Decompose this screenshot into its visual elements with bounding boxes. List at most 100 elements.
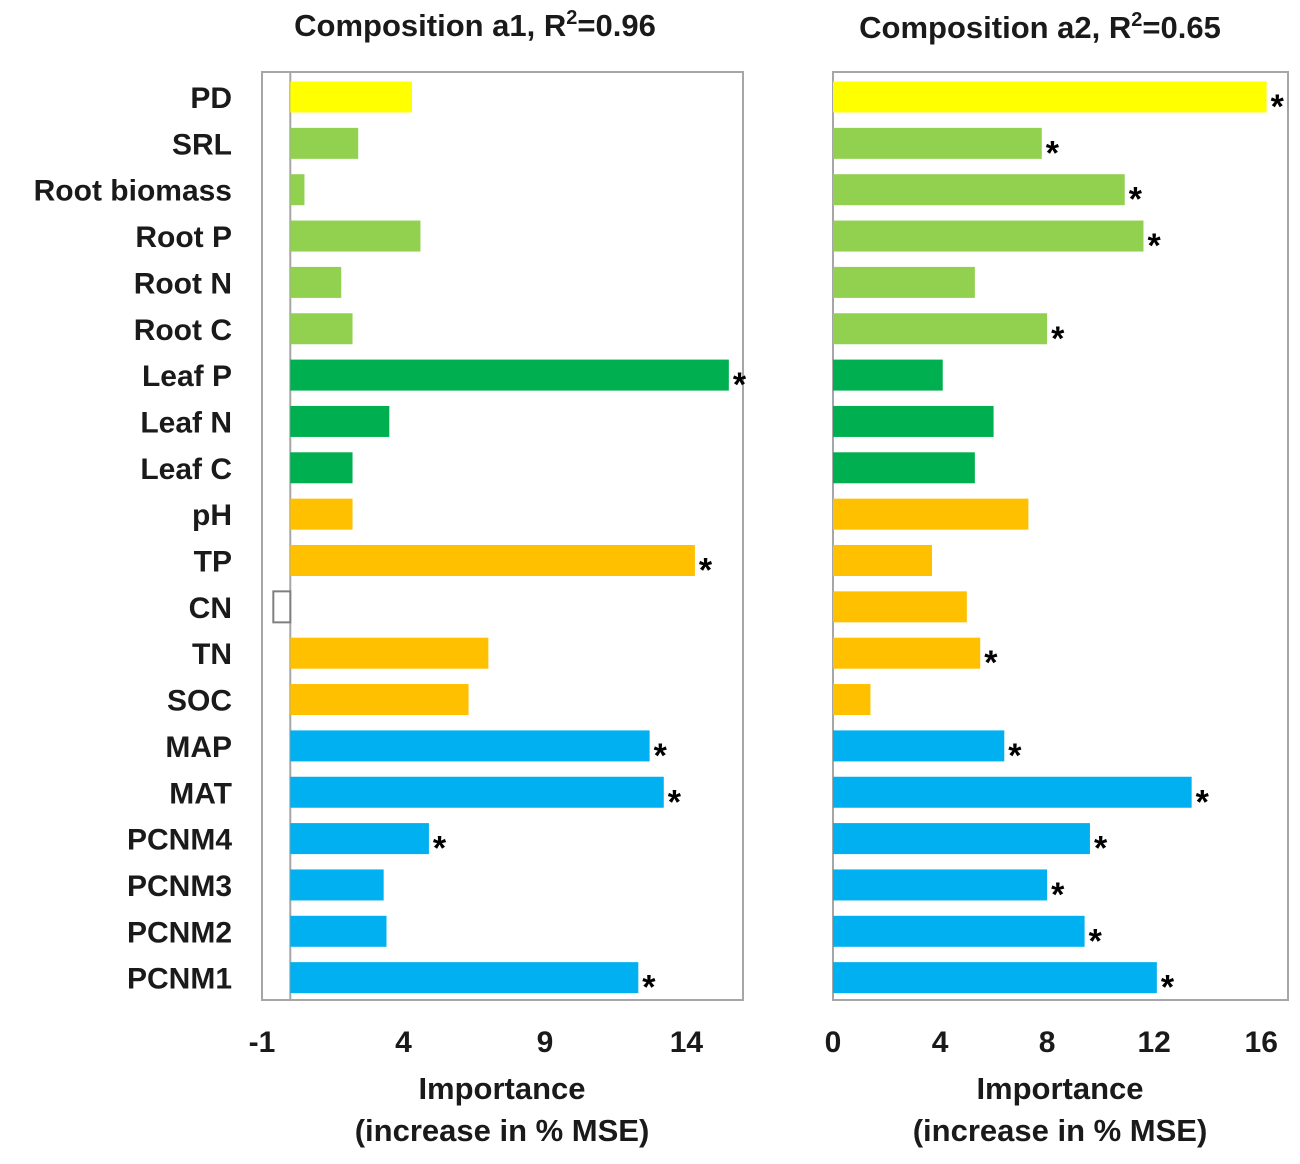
bar-map [290, 730, 650, 762]
panel-a2-title: Composition a2, R2=0.65 [859, 9, 1221, 45]
category-label-root-n: Root N [134, 267, 232, 300]
bar-map [833, 730, 1005, 762]
category-label-leaf-n: Leaf N [140, 406, 232, 439]
significance-star-root-biomass: * [1129, 181, 1143, 219]
category-label-map: MAP [165, 731, 232, 764]
category-label-srl: SRL [172, 128, 232, 161]
x-tick-label: 8 [1039, 1026, 1056, 1059]
category-label-pcnm4: PCNM4 [127, 824, 232, 857]
panel-a2-xlabel-line1: Importance [976, 1071, 1143, 1106]
bar-srl [290, 127, 359, 159]
panel-a1-xlabel-line2: (increase in % MSE) [355, 1113, 650, 1148]
bar-pd [833, 81, 1267, 113]
significance-star-leaf-p: * [733, 366, 747, 404]
significance-star-tn: * [984, 644, 998, 682]
bar-ph [290, 498, 353, 530]
x-tick-label: 4 [932, 1026, 949, 1059]
bar-pcnm2 [290, 915, 387, 947]
bar-tn [833, 637, 981, 669]
panel-a1-plot-frame [261, 71, 744, 1001]
bar-leaf-n [290, 405, 390, 437]
significance-star-srl: * [1046, 134, 1060, 172]
bar-srl [833, 127, 1042, 159]
x-tick-label: 9 [537, 1026, 554, 1059]
panel-a1-bars: ****** [272, 72, 747, 1007]
x-tick-label: 12 [1137, 1026, 1170, 1059]
bar-ph [833, 498, 1029, 530]
panel-a1-x-ticks: -1 4 9 14 [249, 1026, 704, 1059]
panel-a1: Composition a1, R2=0.96 PD SRL Root biomas… [34, 7, 747, 1148]
bar-pcnm4 [290, 823, 429, 855]
category-label-root-p: Root P [135, 221, 232, 254]
bar-mat [833, 776, 1192, 808]
x-tick-label: 4 [395, 1026, 412, 1059]
category-label-leaf-c: Leaf C [140, 453, 232, 486]
significance-star-pd: * [1271, 88, 1285, 126]
significance-star-map: * [654, 737, 668, 775]
panel-a2-xlabel-line2: (increase in % MSE) [913, 1113, 1208, 1148]
category-label-pcnm3: PCNM3 [127, 870, 232, 903]
significance-star-pcnm1: * [1161, 969, 1175, 1007]
bar-root-p [290, 220, 421, 252]
bar-root-biomass [290, 174, 305, 206]
significance-star-pcnm3: * [1051, 876, 1065, 914]
category-label-leaf-p: Leaf P [142, 360, 232, 393]
category-label-cn: CN [189, 592, 232, 625]
bar-soc [833, 684, 871, 716]
significance-star-root-p: * [1147, 227, 1161, 265]
bar-cn [272, 590, 292, 624]
bar-soc [290, 684, 469, 716]
bar-leaf-p [833, 359, 943, 391]
bar-leaf-c [290, 452, 353, 484]
significance-star-pcnm4: * [433, 830, 447, 868]
bar-root-c [833, 313, 1048, 345]
significance-star-pcnm4: * [1094, 830, 1108, 868]
panel-a2-bars: ************ [833, 81, 1285, 1007]
x-tick-label: -1 [249, 1026, 276, 1059]
significance-star-map: * [1008, 737, 1022, 775]
category-label-tp: TP [194, 546, 232, 579]
significance-star-pcnm2: * [1089, 922, 1103, 960]
category-label-root-biomass: Root biomass [34, 175, 232, 208]
bar-root-n [833, 266, 975, 298]
category-label-soc: SOC [167, 685, 232, 718]
bar-root-biomass [833, 174, 1125, 206]
bar-leaf-p [290, 359, 729, 391]
bar-pcnm1 [290, 962, 639, 994]
category-label-mat: MAT [169, 777, 232, 810]
significance-star-pcnm1: * [642, 969, 656, 1007]
bar-mat [290, 776, 664, 808]
x-tick-label: 14 [670, 1026, 704, 1059]
bar-root-n [290, 266, 342, 298]
x-tick-label: 0 [825, 1026, 842, 1059]
bar-pcnm3 [290, 869, 384, 901]
category-label-tn: TN [192, 638, 232, 671]
bar-root-p [833, 220, 1144, 252]
significance-star-root-c: * [1051, 320, 1065, 358]
significance-star-mat: * [668, 783, 682, 821]
bar-tp [290, 545, 695, 576]
category-labels: PD SRL Root biomass Root P Root N Root C Leaf … [34, 82, 233, 996]
panel-a1-title: Composition a1, R2=0.96 [294, 7, 656, 43]
category-label-pcnm2: PCNM2 [127, 916, 232, 949]
category-label-ph: pH [192, 499, 232, 532]
bar-cn [833, 591, 967, 623]
bar-pcnm3 [833, 869, 1048, 901]
panel-a2-x-ticks: 0 4 8 12 16 [825, 1026, 1278, 1059]
bar-pd [290, 81, 412, 113]
panel-a1-xlabel-line1: Importance [418, 1071, 585, 1106]
bar-pcnm4 [833, 823, 1090, 855]
bar-leaf-c [833, 452, 975, 484]
bar-pcnm1 [833, 962, 1157, 994]
bar-leaf-n [833, 405, 994, 437]
bar-tn [290, 637, 489, 669]
significance-star-mat: * [1196, 783, 1210, 821]
significance-star-tp: * [699, 552, 713, 590]
bar-root-c [290, 313, 353, 345]
bar-pcnm2 [833, 915, 1085, 947]
category-label-root-c: Root C [134, 314, 232, 347]
category-label-pd: PD [190, 82, 232, 115]
bar-tp [833, 545, 933, 576]
